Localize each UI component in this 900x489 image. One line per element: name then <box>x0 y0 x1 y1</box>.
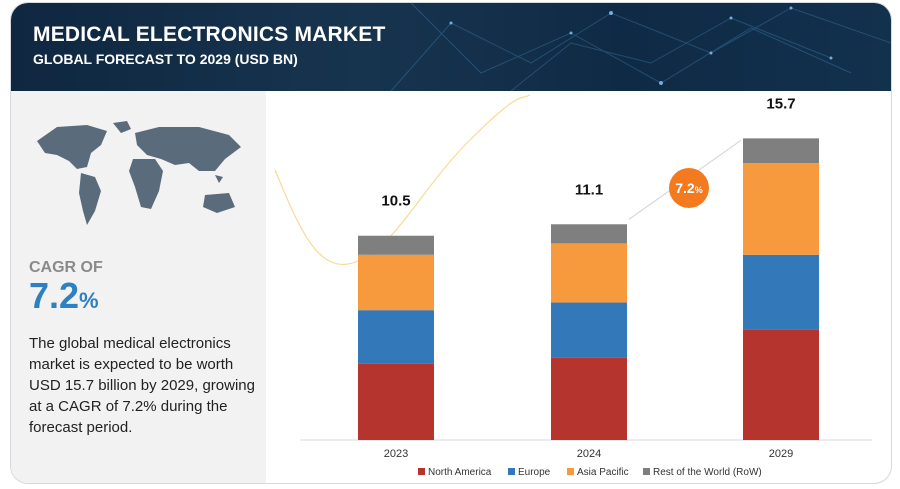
cagr-number: 7.2 <box>29 275 80 316</box>
legend-swatch-1 <box>508 468 515 475</box>
world-map-icon <box>37 121 241 225</box>
bar-segment-2024-0 <box>551 357 627 440</box>
total-label-2023: 10.5 <box>381 193 410 210</box>
x-tick-label-2029: 2029 <box>769 448 793 460</box>
legend-swatch-0 <box>418 468 425 475</box>
cagr-badge-unit: % <box>695 185 703 195</box>
cagr-badge-icon <box>669 168 709 208</box>
bar-segment-2023-0 <box>358 363 434 440</box>
legend-swatch-3 <box>643 468 650 475</box>
cagr-value: 7.2% <box>29 275 99 317</box>
x-tick-label-2023: 2023 <box>384 448 408 460</box>
bar-segment-2029-2 <box>743 163 819 255</box>
bar-segment-2024-2 <box>551 243 627 303</box>
total-label-2029: 15.7 <box>766 95 795 112</box>
cagr-badge-number: 7.2 <box>675 180 695 196</box>
cagr-label: CAGR OF <box>29 259 103 276</box>
legend-label-1: Europe <box>518 467 551 478</box>
page-title: MEDICAL ELECTRONICS MARKET <box>33 23 386 46</box>
bar-segment-2023-3 <box>358 235 434 255</box>
bar-segment-2024-1 <box>551 302 627 358</box>
bar-segment-2024-3 <box>551 224 627 244</box>
page-subtitle: GLOBAL FORECAST TO 2029 (USD BN) <box>33 51 298 67</box>
summary-panel: CAGR OF 7.2% The global medical electron… <box>11 91 266 483</box>
bar-segment-2029-0 <box>743 329 819 440</box>
header-background-graphic <box>390 3 891 91</box>
legend-label-0: North America <box>428 467 492 478</box>
cagr-badge-value: 7.2% <box>675 180 702 196</box>
legend-label-2: Asia Pacific <box>577 467 629 478</box>
legend-swatch-2 <box>567 468 574 475</box>
bar-segment-2023-2 <box>358 254 434 311</box>
legend-label-3: Rest of the World (RoW) <box>653 467 762 478</box>
total-label-2024: 11.1 <box>575 181 603 198</box>
bar-segment-2023-1 <box>358 310 434 364</box>
header-banner: MEDICAL ELECTRONICS MARKET GLOBAL FORECA… <box>11 3 891 91</box>
bar-segment-2029-1 <box>743 254 819 330</box>
cagr-unit: % <box>79 288 99 313</box>
bar-segment-2029-3 <box>743 138 819 164</box>
x-tick-label-2024: 2024 <box>577 448 601 460</box>
decorative-trend-line <box>274 94 531 266</box>
market-description: The global medical electronics market is… <box>29 335 255 436</box>
